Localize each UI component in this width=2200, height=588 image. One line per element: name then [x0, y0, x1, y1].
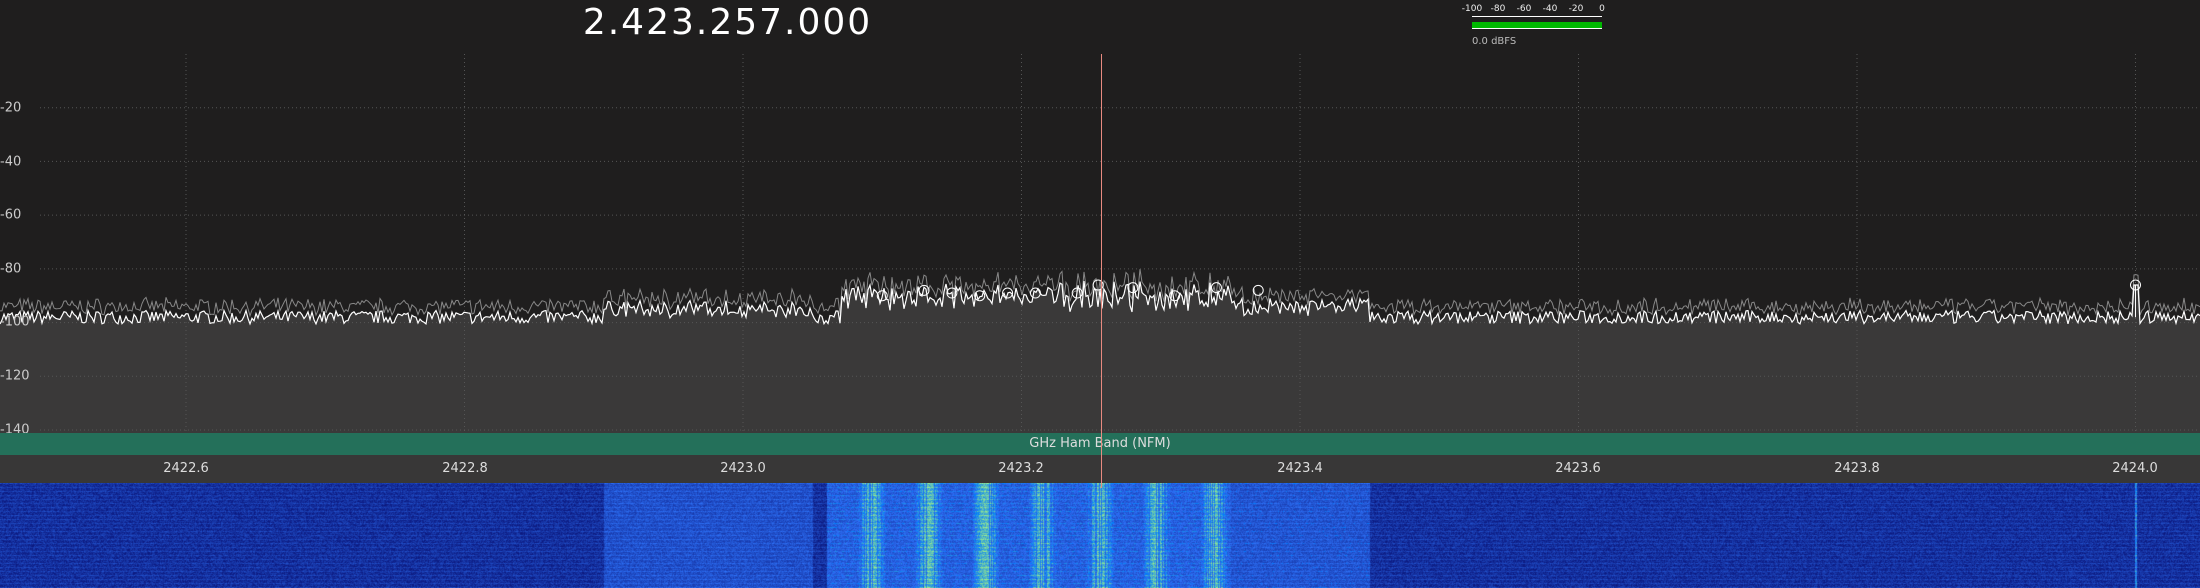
x-tick-label: 2423.8: [1834, 461, 1880, 476]
y-tick-label: -80: [0, 261, 22, 277]
peak-marker: [946, 287, 958, 299]
waterfall-display[interactable]: [0, 483, 2200, 588]
y-tick-label: -40: [0, 154, 22, 170]
x-tick-label: 2422.8: [442, 461, 488, 476]
peak-marker: [2130, 279, 2141, 291]
peak-marker: [918, 284, 930, 296]
meter-tick: -100: [1461, 4, 1483, 14]
meter-tick: -40: [1542, 4, 1558, 14]
frequency-display[interactable]: 2.423.257.000: [582, 2, 873, 43]
peak-marker: [876, 290, 888, 302]
meter-tick: -20: [1568, 4, 1584, 14]
fft-spectrum-plot[interactable]: [0, 54, 2200, 433]
peak-marker: [1169, 290, 1181, 302]
x-tick-label: 2423.6: [1555, 461, 1601, 476]
peak-marker: [1127, 282, 1139, 294]
y-tick-label: -60: [0, 207, 22, 223]
meter-tick: -60: [1516, 4, 1532, 14]
peak-marker: [1252, 284, 1264, 296]
band-plan-label: GHz Ham Band (NFM): [1029, 436, 1171, 451]
meter-level-label: 0.0 dBFS: [1472, 36, 1517, 47]
x-tick-label: 2423.2: [998, 461, 1044, 476]
x-tick-label: 2423.0: [720, 461, 766, 476]
x-tick-label: 2423.4: [1277, 461, 1323, 476]
frequency-axis[interactable]: 2422.6 2422.8 2423.0 2423.2 2423.4 2423.…: [0, 455, 2200, 483]
y-tick-label: -120: [0, 368, 30, 384]
x-tick-label: 2422.6: [163, 461, 209, 476]
y-tick-label: -20: [0, 100, 22, 116]
meter-tick: -80: [1490, 4, 1506, 14]
x-tick-label: 2424.0: [2112, 461, 2158, 476]
meter-tick: 0: [1599, 4, 1605, 14]
peak-marker: [1002, 287, 1014, 299]
y-tick-label: -100: [0, 314, 30, 330]
meter-scale: [1472, 16, 1602, 22]
tuning-marker-line[interactable]: [1101, 54, 1102, 488]
spectrum-fill: [0, 281, 2200, 433]
peak-marker: [1071, 287, 1083, 299]
peak-marker: [1092, 279, 1104, 291]
meter-level-bar: [1472, 22, 1602, 29]
band-plan-bar[interactable]: GHz Ham Band (NFM): [0, 433, 2200, 455]
peak-marker: [1029, 287, 1041, 299]
peak-marker: [974, 290, 986, 302]
peak-marker: [1210, 282, 1222, 294]
